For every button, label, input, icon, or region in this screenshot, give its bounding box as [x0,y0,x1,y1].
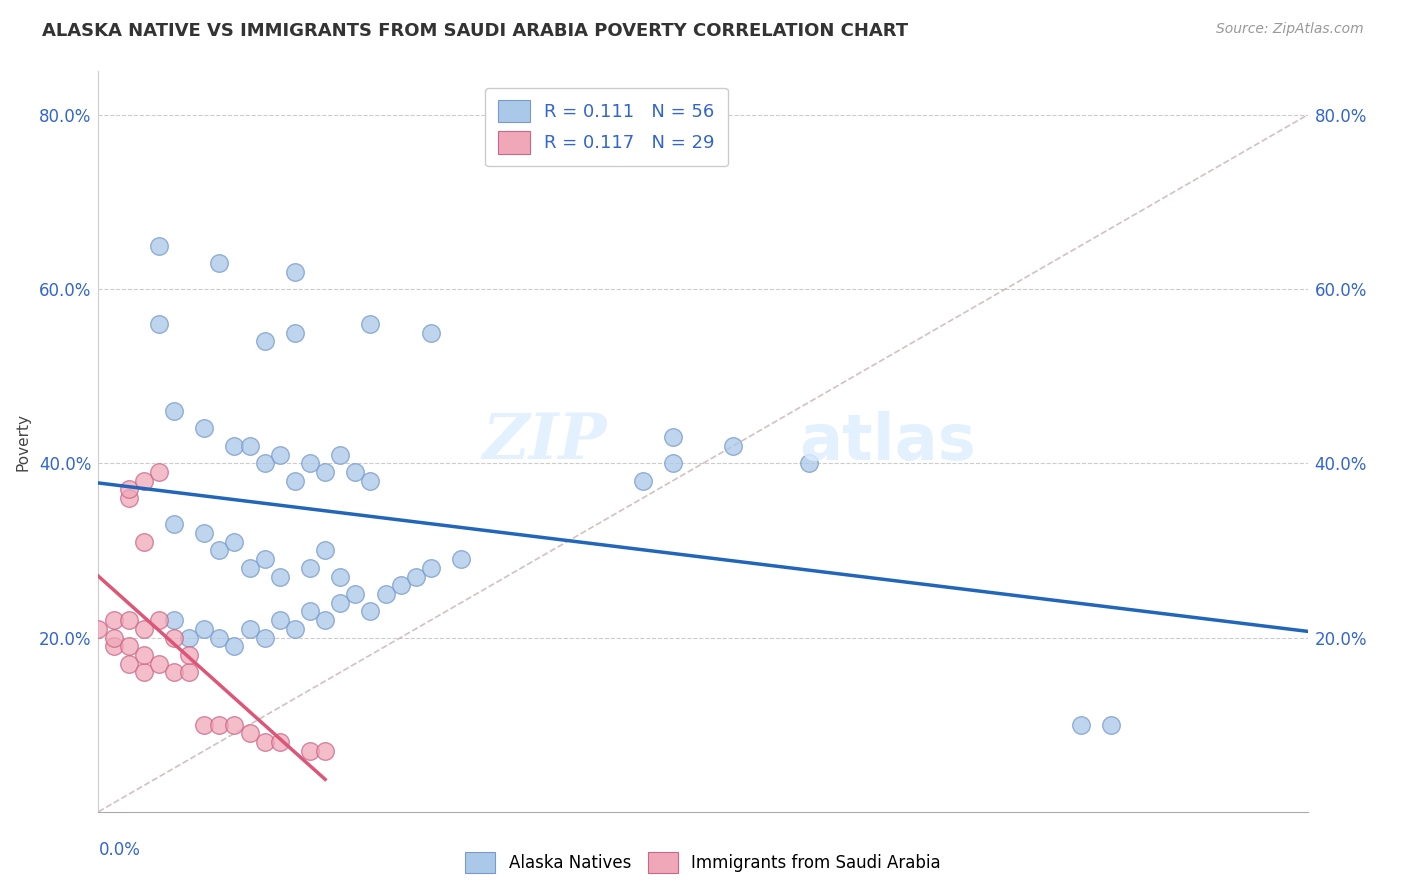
Point [253,456,276,470]
Point [224,534,246,549]
Point [269,448,291,462]
Point [132,622,155,636]
Text: Source: ZipAtlas.com: Source: ZipAtlas.com [1216,22,1364,37]
Point [1099,717,1122,731]
Point [132,648,155,662]
Point [163,613,186,627]
Legend: Alaska Natives, Immigrants from Saudi Arabia: Alaska Natives, Immigrants from Saudi Ar… [458,846,948,880]
Point [132,665,155,680]
Point [314,543,336,558]
Point [723,439,745,453]
Point [631,474,654,488]
Point [253,334,276,349]
Point [193,526,215,541]
Point [132,474,155,488]
Point [193,717,215,731]
Point [344,587,367,601]
Y-axis label: Poverty: Poverty [15,412,31,471]
Point [148,465,170,479]
Point [118,657,141,671]
Point [208,717,231,731]
Point [163,517,186,532]
Point [299,561,322,575]
Point [103,639,125,653]
Point [132,534,155,549]
Point [299,744,322,758]
Point [269,569,291,583]
Point [360,317,382,331]
Point [450,552,472,566]
Point [87,622,110,636]
Point [284,265,307,279]
Point [661,430,683,444]
Point [269,735,291,749]
Point [239,726,262,740]
Point [797,456,820,470]
Point [269,613,291,627]
Point [253,631,276,645]
Point [284,622,307,636]
Point [1070,717,1092,731]
Point [208,631,231,645]
Point [103,631,125,645]
Point [253,735,276,749]
Point [389,578,412,592]
Point [163,631,186,645]
Point [118,483,141,497]
Point [148,613,170,627]
Point [405,569,427,583]
Point [208,543,231,558]
Point [179,665,201,680]
Point [314,744,336,758]
Point [314,465,336,479]
Point [224,717,246,731]
Text: ZIP: ZIP [482,411,606,472]
Point [163,404,186,418]
Point [239,561,262,575]
Point [179,648,201,662]
Point [329,448,352,462]
Point [179,631,201,645]
Point [148,317,170,331]
Point [420,326,443,340]
Point [118,491,141,505]
Point [299,604,322,618]
Text: atlas: atlas [800,410,977,473]
Text: ALASKA NATIVE VS IMMIGRANTS FROM SAUDI ARABIA POVERTY CORRELATION CHART: ALASKA NATIVE VS IMMIGRANTS FROM SAUDI A… [42,22,908,40]
Point [224,639,246,653]
Point [253,552,276,566]
Point [344,465,367,479]
Point [284,474,307,488]
Point [239,439,262,453]
Point [118,639,141,653]
Point [224,439,246,453]
Point [103,613,125,627]
Point [329,596,352,610]
Point [374,587,396,601]
Point [163,665,186,680]
Point [360,604,382,618]
Point [299,456,322,470]
Point [239,622,262,636]
Legend: R = 0.111   N = 56, R = 0.117   N = 29: R = 0.111 N = 56, R = 0.117 N = 29 [485,87,728,166]
Point [148,238,170,252]
Point [284,326,307,340]
Point [314,613,336,627]
Point [193,421,215,435]
Point [208,256,231,270]
Point [193,622,215,636]
Point [360,474,382,488]
Point [118,613,141,627]
Point [420,561,443,575]
Text: 0.0%: 0.0% [98,841,141,859]
Point [329,569,352,583]
Point [661,456,683,470]
Point [148,657,170,671]
